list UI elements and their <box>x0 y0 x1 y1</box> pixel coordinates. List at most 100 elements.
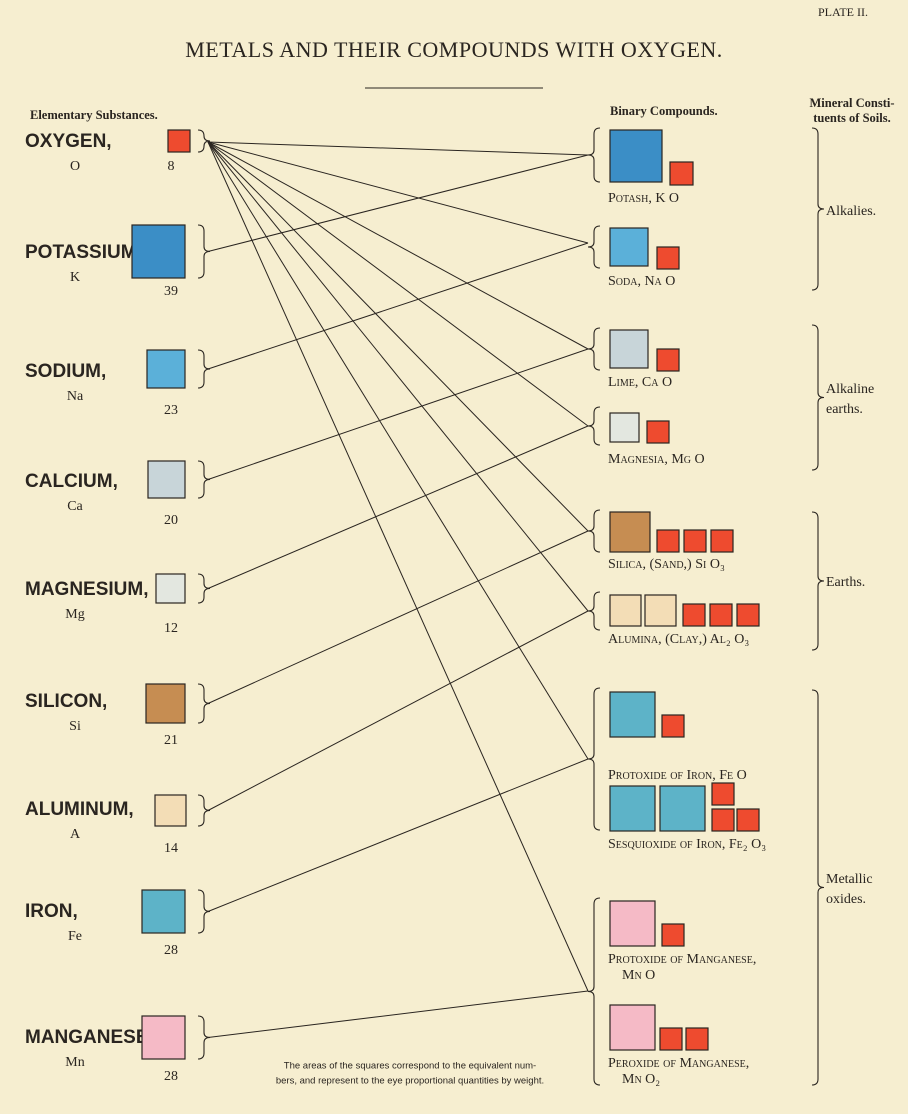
compound-label: Peroxide of Manganese, <box>608 1056 749 1071</box>
compound-square <box>661 714 685 738</box>
compound-square <box>609 511 651 553</box>
element-symbol: Ca <box>67 499 83 514</box>
compound-square <box>609 227 649 267</box>
link-line <box>207 141 589 350</box>
compound-square <box>656 246 680 270</box>
element-name: ALUMINUM, <box>25 799 134 820</box>
compound-square <box>711 782 735 806</box>
element-name: MAGNESIUM, <box>25 579 149 600</box>
group-label: oxides. <box>826 892 866 907</box>
compound-square <box>659 1027 683 1051</box>
element-weight: 21 <box>164 733 178 748</box>
element-weight: 20 <box>164 513 178 528</box>
link-line <box>207 990 589 1038</box>
brace <box>811 324 825 471</box>
element-weight: 12 <box>164 621 178 636</box>
brace <box>587 327 601 371</box>
compound-square <box>609 412 640 443</box>
element-symbol: Si <box>69 719 81 734</box>
compound-label: Lime, Ca O <box>608 375 672 390</box>
brace <box>197 1015 211 1060</box>
group-label: Metallic <box>826 872 873 887</box>
element-square <box>146 349 186 389</box>
compound-square <box>685 1027 709 1051</box>
element-weight: 28 <box>164 943 178 958</box>
element-weight: 23 <box>164 403 178 418</box>
element-name: SODIUM, <box>25 361 106 382</box>
brace <box>587 509 601 553</box>
link-line <box>207 758 589 912</box>
element-symbol: Fe <box>68 929 82 944</box>
left-header: Elementary Substances. <box>30 108 158 122</box>
compound-square <box>644 594 677 627</box>
brace <box>197 224 211 279</box>
compound-label: Alumina, (Clay,) Al₂ O₃ <box>608 632 749 647</box>
link-line <box>207 610 589 811</box>
group-label: Alkalies. <box>826 204 876 219</box>
brace <box>587 225 601 269</box>
link-line <box>207 530 589 704</box>
compound-label: Sesquioxide of Iron, Fe₂ O₃ <box>608 837 766 852</box>
brace <box>197 794 211 827</box>
element-symbol: Mn <box>65 1055 84 1070</box>
compound-label: Mn O₂ <box>622 1072 660 1087</box>
group-label: Alkaline <box>826 382 874 397</box>
brace <box>587 687 601 831</box>
right-header: tuents of Soils. <box>813 111 890 125</box>
compound-square <box>609 329 649 369</box>
compound-square <box>646 420 670 444</box>
element-square <box>155 573 186 604</box>
brace <box>197 129 211 153</box>
element-name: CALCIUM, <box>25 471 118 492</box>
element-name: IRON, <box>25 901 78 922</box>
element-square <box>167 129 191 153</box>
compound-label: Mn O <box>622 968 655 983</box>
link-line <box>207 141 589 532</box>
element-square <box>141 1015 186 1060</box>
element-name: SILICON, <box>25 691 107 712</box>
element-name: MANGANESE, <box>25 1027 154 1048</box>
link-line <box>207 141 589 612</box>
element-symbol: Na <box>67 389 84 404</box>
link-line <box>207 141 589 244</box>
element-square <box>147 460 186 499</box>
group-label: Earths. <box>826 575 865 590</box>
compound-square <box>683 529 707 553</box>
brace <box>587 127 601 183</box>
note: bers, and represent to the eye proportio… <box>276 1076 544 1087</box>
compound-square <box>609 594 642 627</box>
brace <box>197 349 211 389</box>
group-label: earths. <box>826 402 863 417</box>
brace <box>587 897 601 1086</box>
plate-number: PLATE II. <box>818 5 868 19</box>
element-square <box>145 683 186 724</box>
element-square <box>154 794 187 827</box>
element-name: POTASSIUM, <box>25 242 142 263</box>
compound-square <box>659 785 706 832</box>
compound-square <box>711 808 735 832</box>
compound-square <box>656 529 680 553</box>
compound-square <box>736 603 760 627</box>
compound-label: Magnesia, Mg O <box>608 452 705 467</box>
brace <box>811 689 825 1086</box>
compound-label: Protoxide of Iron, Fe O <box>608 768 747 783</box>
compound-square <box>669 161 694 186</box>
compound-square <box>609 900 656 947</box>
note: The areas of the squares correspond to t… <box>284 1061 536 1072</box>
link-line <box>207 425 589 589</box>
link-line <box>207 141 589 156</box>
link-line <box>207 141 589 760</box>
compound-square <box>736 808 760 832</box>
compound-square <box>609 691 656 738</box>
compound-label: Protoxide of Manganese, <box>608 952 756 967</box>
link-line <box>207 242 589 370</box>
link-line <box>207 154 589 252</box>
brace <box>811 127 825 291</box>
element-symbol: O <box>70 159 80 174</box>
brace <box>197 889 211 934</box>
compound-square <box>609 1004 656 1051</box>
compound-square <box>609 785 656 832</box>
element-weight: 28 <box>164 1069 178 1084</box>
element-square <box>131 224 186 279</box>
brace <box>197 460 211 499</box>
